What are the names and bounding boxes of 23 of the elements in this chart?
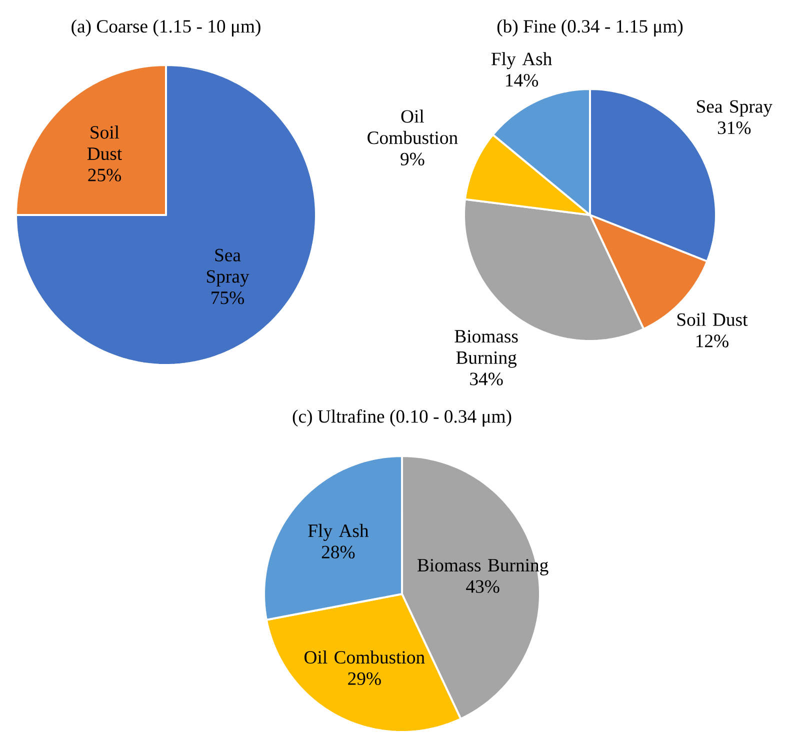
data-label: 9% [400,152,424,166]
data-label: 28% [322,546,355,558]
data-label: 43% [466,580,500,593]
chart-title: (a) Coarse (1.15 - 10 μm) [72,20,260,36]
slice-label: Sea Spray [697,100,772,117]
data-label: 14% [506,74,538,87]
chart-title: (c) Ultrafine (0.10 - 0.34 μm) [292,409,512,427]
slice-label: Oil Combustion [368,110,458,144]
slice-label: Fly Ash [308,524,369,541]
chart-title: (b) Fine (0.34 - 1.15 μm) [497,20,683,36]
slice-label: Soil Dust [87,126,122,160]
data-label: 75% [212,291,244,304]
slice-label: Biomass Burning [454,330,518,368]
slice-label: Fly Ash [492,52,552,70]
data-label: 34% [470,372,503,386]
slice-label: Soil Dust [677,312,748,326]
slice-label: Biomass Burning [418,558,548,576]
data-label: 12% [696,334,728,348]
data-label: 25% [88,168,121,182]
data-label: 31% [718,121,751,134]
slice-label: Oil Combustion [304,650,425,664]
slice-label: Sea Spray [207,248,250,287]
data-label: 29% [348,672,381,686]
